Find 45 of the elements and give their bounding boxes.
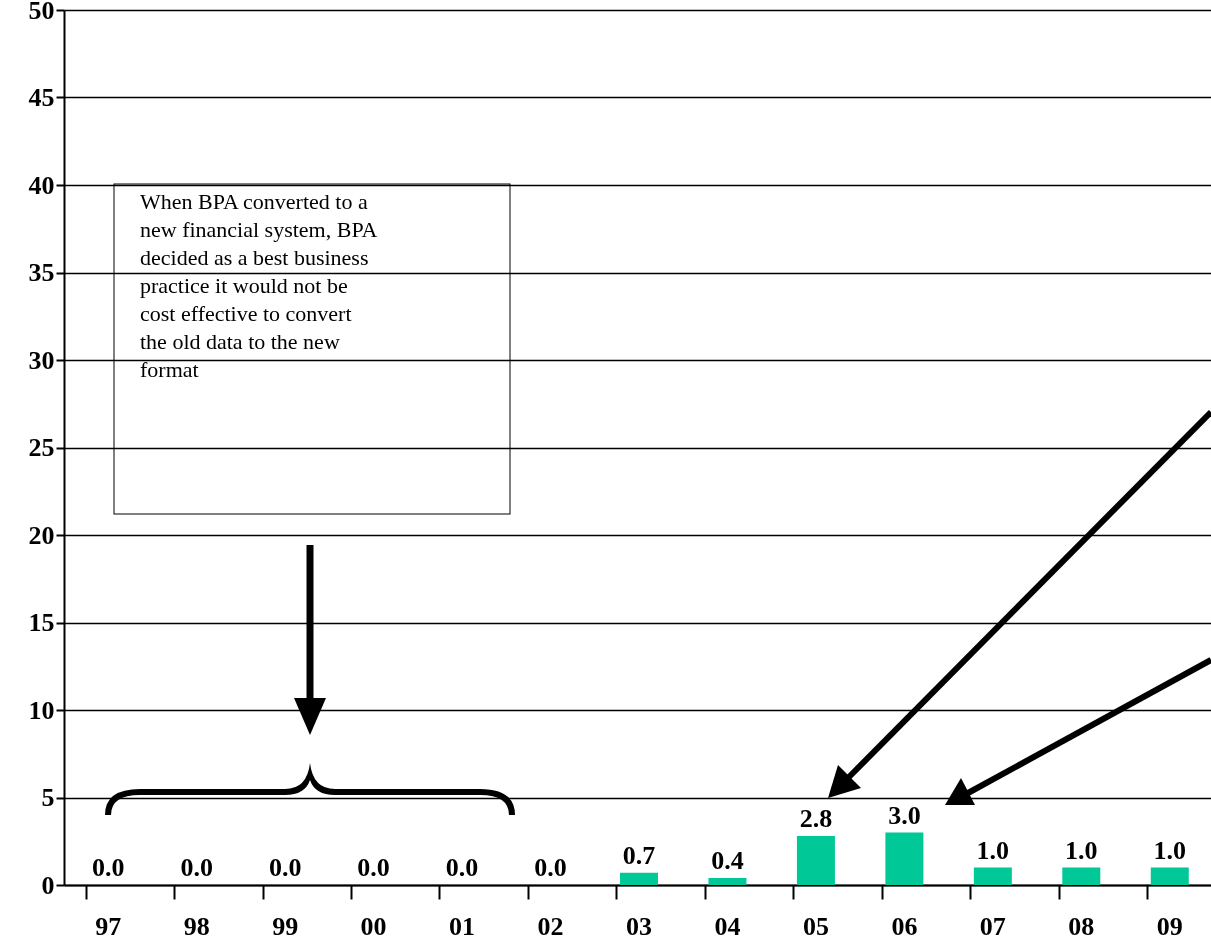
x-tick-label: 01 (449, 911, 476, 941)
bar (885, 832, 924, 885)
y-tick-label: 35 (28, 258, 55, 287)
bar (1150, 867, 1189, 885)
y-tick-label: 10 (28, 695, 55, 725)
bar (1062, 867, 1101, 885)
x-tick-label: 08 (1068, 911, 1095, 941)
data-label: 0.0 (91, 853, 125, 882)
x-tick-label: 99 (272, 911, 299, 941)
y-tick-label: 50 (28, 0, 55, 25)
y-tick-label: 15 (28, 608, 55, 637)
x-tick-label: 09 (1156, 911, 1183, 941)
data-label: 0.0 (268, 853, 302, 882)
data-label: 3.0 (888, 800, 921, 830)
y-tick-label: 45 (28, 83, 55, 112)
data-label: 0.7 (622, 840, 656, 870)
x-tick-label: 05 (802, 911, 829, 941)
x-tick-label: 04 (714, 911, 741, 941)
y-tick-label: 5 (41, 783, 55, 812)
x-tick-label: 98 (183, 911, 210, 941)
bar (796, 836, 835, 885)
y-tick-label: 40 (28, 170, 55, 200)
x-tick-label: 07 (979, 911, 1006, 941)
annotation: When BPA converted to a new financial system, BPA decided as a best business practice it would not be cost effective to convert the old data to the new format (140, 189, 378, 382)
bar (620, 872, 658, 885)
data-label: 1.0 (1153, 835, 1187, 865)
x-tick-label: 06 (891, 911, 918, 941)
y-tick-label: 30 (28, 345, 55, 375)
y-tick-label: 25 (28, 433, 55, 462)
data-label: 1.0 (976, 835, 1010, 865)
bar (708, 878, 747, 885)
data-label: 0.0 (534, 853, 567, 882)
y-tick-label: 20 (28, 520, 55, 550)
y-tick-label: 0 (41, 870, 55, 900)
x-tick-label: 97 (95, 911, 122, 941)
data-label: 0.0 (180, 853, 213, 882)
data-label: 0.0 (357, 853, 390, 882)
data-label: 0.0 (445, 853, 479, 882)
x-tick-label: 02 (537, 911, 564, 941)
data-label: 0.4 (711, 846, 744, 875)
x-tick-label: 03 (626, 911, 652, 941)
bar (973, 867, 1012, 885)
x-tick-label: 00 (360, 911, 387, 941)
data-label: 1.0 (1065, 835, 1098, 865)
data-label: 2.8 (799, 804, 833, 833)
